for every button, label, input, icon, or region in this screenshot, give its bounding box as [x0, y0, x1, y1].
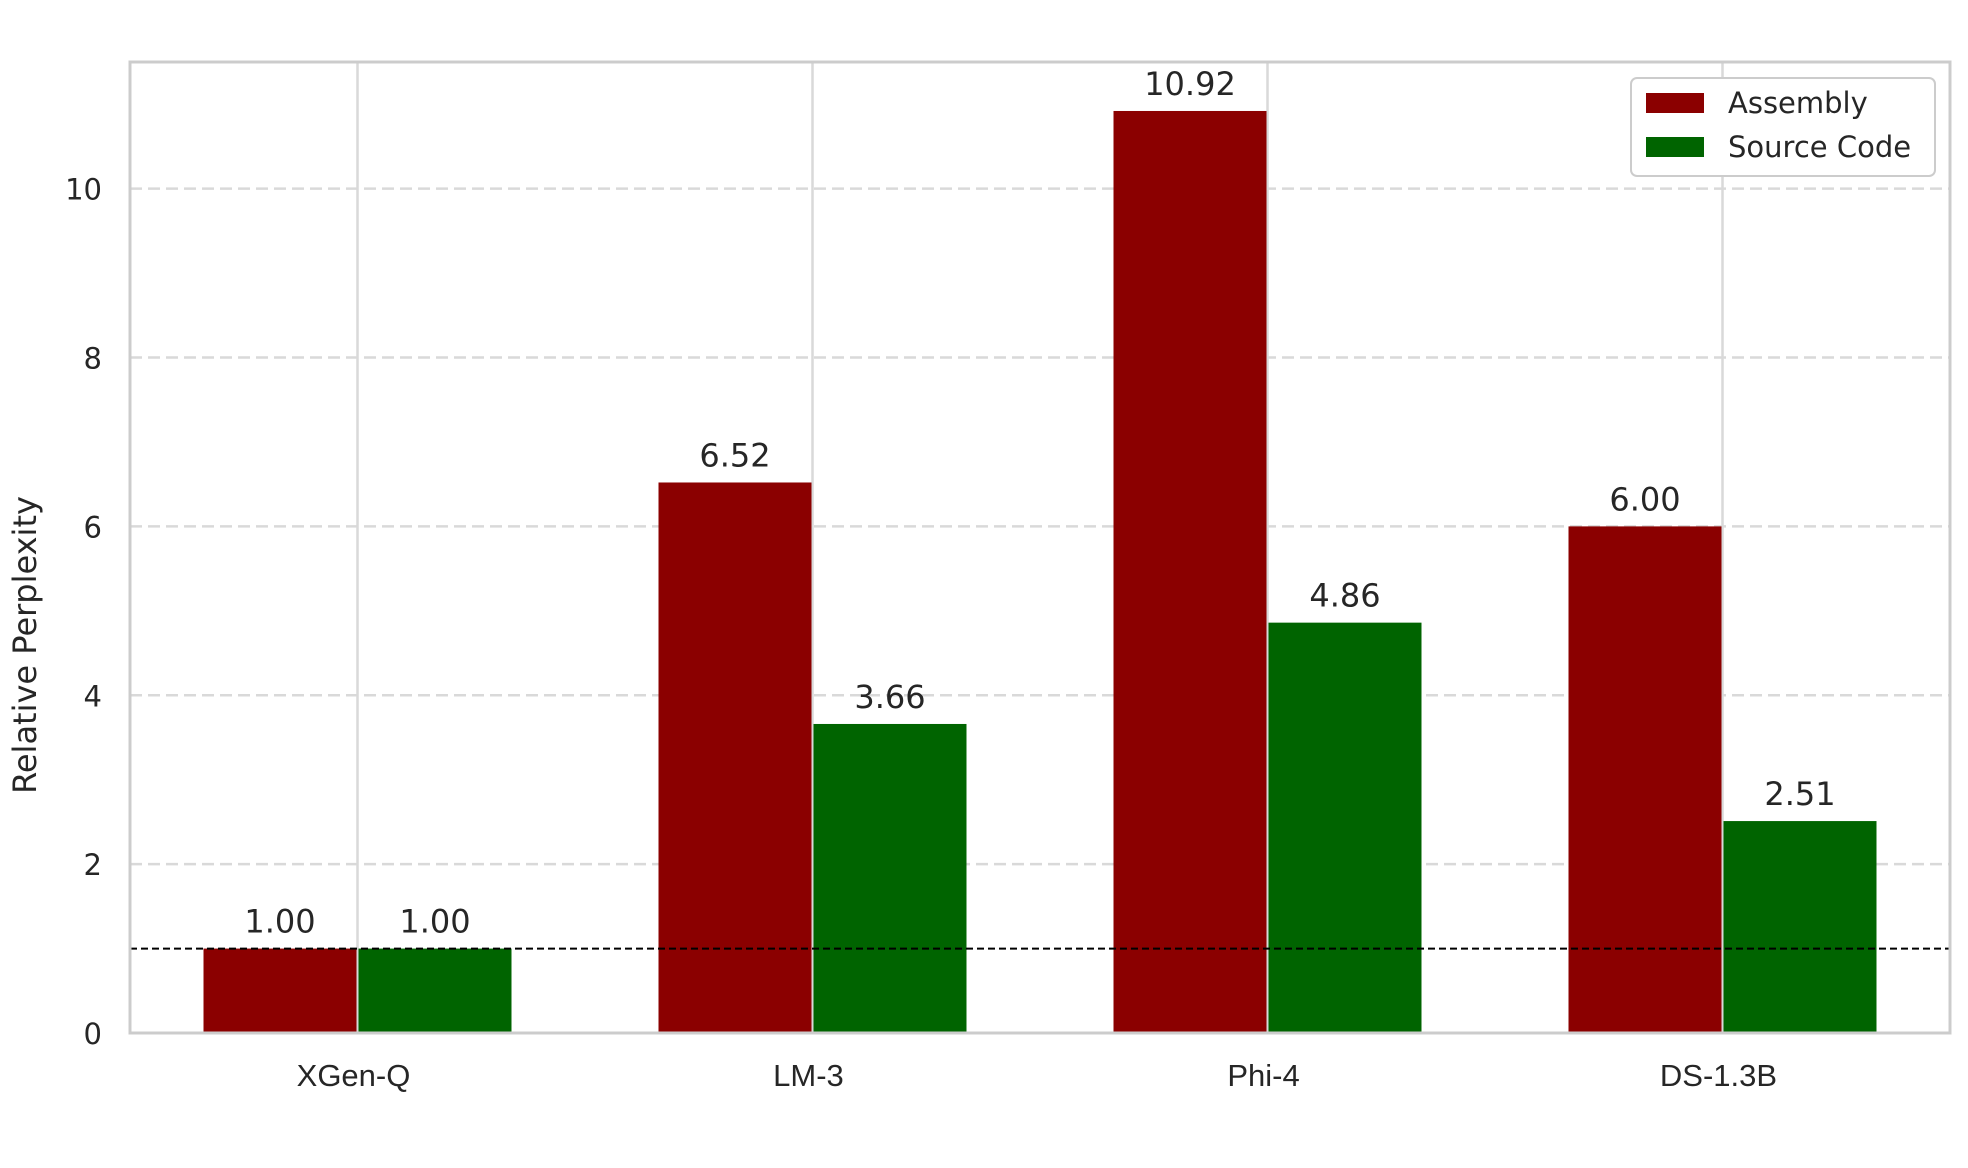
- y-axis-label: Relative Perplexity: [6, 496, 44, 794]
- data-label: 1.00: [244, 903, 315, 941]
- legend-swatch: [1646, 93, 1704, 113]
- data-label: 3.66: [854, 678, 925, 716]
- bar-assembly: [1568, 526, 1722, 1033]
- y-tick-label: 8: [84, 342, 102, 376]
- data-label: 10.92: [1144, 65, 1236, 103]
- legend-label: Assembly: [1728, 86, 1868, 120]
- data-label: 4.86: [1309, 577, 1380, 615]
- bar-assembly: [1113, 110, 1267, 1034]
- y-tick-label: 6: [84, 510, 102, 544]
- y-tick-label: 4: [84, 679, 102, 713]
- x-tick-label: Phi-4: [1227, 1058, 1299, 1093]
- bar-assembly: [658, 482, 812, 1033]
- x-tick-label: LM-3: [773, 1058, 844, 1093]
- bar-source-code: [813, 723, 967, 1033]
- bar-assembly: [203, 948, 357, 1033]
- y-axis-ticks: 0 2 4 6 8 10: [65, 173, 102, 1051]
- y-tick-label: 10: [65, 173, 102, 207]
- legend: Assembly Source Code: [1630, 77, 1936, 177]
- y-tick-label: 0: [84, 1017, 102, 1051]
- plot-frame: [128, 60, 1952, 1035]
- bar-source-code: [358, 948, 512, 1033]
- legend-box: [1630, 77, 1936, 177]
- bar-source-code: [1723, 821, 1877, 1033]
- x-axis-ticks: XGen-Q LM-3 Phi-4 DS-1.3B: [297, 1058, 1777, 1093]
- legend-label: Source Code: [1728, 130, 1911, 164]
- data-label: 2.51: [1764, 775, 1835, 813]
- data-labels: 1.00 1.00 6.52 3.66 10.92 4.86 6.00 2.51: [244, 65, 1835, 941]
- data-label: 6.00: [1609, 480, 1680, 518]
- y-tick-label: 2: [84, 848, 102, 882]
- data-label: 1.00: [399, 903, 470, 941]
- bar-source-code: [1268, 622, 1422, 1033]
- legend-swatch: [1646, 137, 1704, 157]
- x-tick-label: XGen-Q: [297, 1058, 411, 1093]
- x-tick-label: DS-1.3B: [1660, 1058, 1777, 1093]
- bars: [203, 110, 1877, 1034]
- data-label: 6.52: [699, 436, 770, 474]
